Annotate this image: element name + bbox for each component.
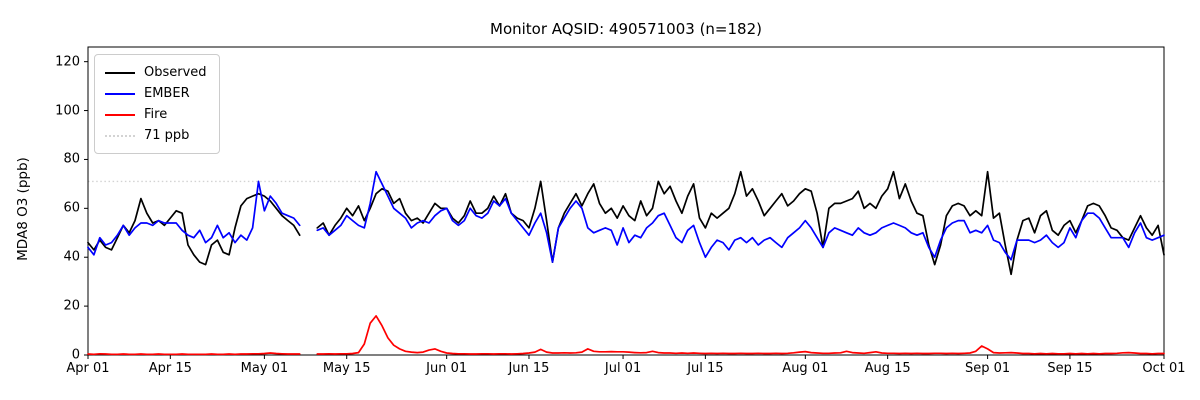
x-tick-label: Jun 01 (426, 361, 468, 376)
legend-label-observed: Observed (144, 65, 207, 80)
x-tick-label: May 15 (322, 361, 371, 376)
ember-series-line (316, 170, 1165, 263)
x-tick-label: Jul 01 (604, 361, 642, 376)
x-tick-label: Aug 15 (864, 361, 911, 376)
legend: Observed EMBER Fire 71 ppb (94, 54, 220, 154)
legend-item-ember: EMBER (105, 83, 207, 104)
axes-border (87, 46, 1165, 356)
y-tick-label: 40 (63, 249, 80, 265)
y-tick-label: 100 (55, 103, 80, 119)
legend-label-fire: Fire (144, 107, 168, 122)
legend-label-ember: EMBER (144, 86, 190, 101)
x-tick-label: Sep 15 (1047, 361, 1093, 376)
legend-item-observed: Observed (105, 62, 207, 83)
threshold-line-sample (105, 134, 135, 137)
y-tick-label: 0 (71, 347, 80, 363)
observed-series-line (316, 170, 1165, 276)
y-tick-label: 20 (63, 298, 80, 314)
ember-series-line (87, 180, 301, 256)
legend-label-threshold: 71 ppb (144, 128, 190, 143)
x-tick-label: Aug 01 (782, 361, 829, 376)
y-tick-label: 80 (63, 151, 80, 167)
observed-line-sample (105, 71, 135, 74)
y-axis-label: MDA8 O3 (ppb) (15, 157, 31, 261)
fire-series-line (87, 352, 301, 356)
x-tick-label: Apr 01 (66, 361, 110, 376)
x-tick-label: May 01 (240, 361, 289, 376)
x-tick-label: Sep 01 (965, 361, 1011, 376)
legend-item-fire: Fire (105, 104, 207, 125)
x-tick-label: Apr 15 (148, 361, 192, 376)
fire-line-sample (105, 113, 135, 116)
x-tick-label: Jun 15 (508, 361, 550, 376)
chart-title: Monitor AQSID: 490571003 (n=182) (490, 20, 762, 38)
legend-item-threshold: 71 ppb (105, 125, 207, 146)
observed-series-line (87, 192, 301, 266)
ember-line-sample (105, 92, 135, 95)
y-tick-label: 120 (55, 54, 80, 70)
x-tick-label: Jul 15 (687, 361, 724, 376)
fire-series-line (316, 315, 1165, 355)
x-tick-label: Oct 01 (1142, 361, 1186, 376)
y-tick-label: 60 (63, 200, 80, 216)
